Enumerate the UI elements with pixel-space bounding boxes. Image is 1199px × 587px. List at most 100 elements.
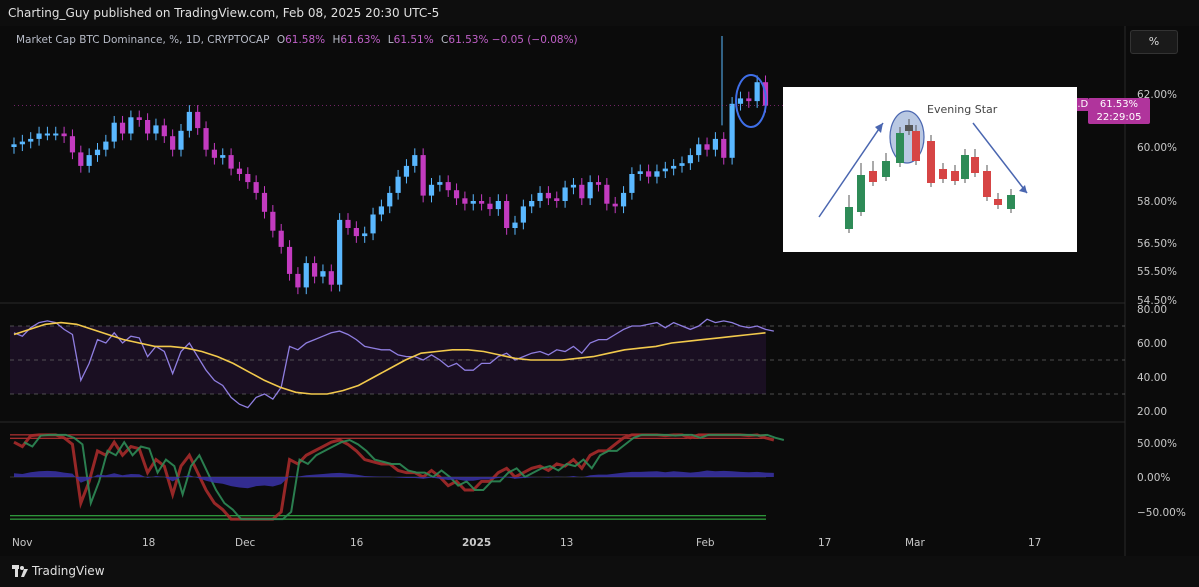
candle-body bbox=[228, 155, 234, 169]
candle-body bbox=[295, 273, 301, 288]
price-tick-label: 55.50% bbox=[1137, 266, 1177, 278]
candle-body bbox=[487, 203, 493, 210]
publish-header: Charting_Guy published on TradingView.co… bbox=[0, 0, 1199, 26]
candle-body bbox=[11, 144, 17, 147]
candle-body bbox=[512, 222, 518, 228]
inset-candle-body bbox=[896, 133, 904, 163]
osc-tick-label: −50.00% bbox=[1137, 507, 1186, 519]
candle-body bbox=[253, 182, 259, 193]
candle-body bbox=[61, 133, 67, 137]
rsi-tick-label: 20.00 bbox=[1137, 406, 1167, 418]
candle-body bbox=[220, 155, 226, 158]
candle-body bbox=[236, 168, 243, 174]
candle-body bbox=[362, 233, 368, 237]
candle-body bbox=[111, 122, 117, 142]
candle-body bbox=[579, 184, 585, 199]
inset-candle-body bbox=[983, 171, 991, 197]
candle-body bbox=[403, 165, 410, 177]
inset-candle-body bbox=[939, 169, 947, 179]
candle-body bbox=[754, 82, 760, 102]
candle-body bbox=[504, 201, 510, 228]
candle-body bbox=[128, 117, 134, 134]
candle-body bbox=[186, 111, 192, 131]
price-badge: BTC.D 61.53% 22:29:05 bbox=[1058, 98, 1150, 124]
chart-canvas[interactable]: 62.00%60.00%58.00%56.50%55.50%54.50%80.0… bbox=[0, 26, 1199, 556]
candle-body bbox=[437, 182, 443, 185]
chart-area[interactable]: 62.00% 60.00% 58.00% 56.50% 55.50% 54.50% 80.0… bbox=[0, 26, 1199, 556]
candle-body bbox=[704, 144, 710, 150]
candle-body bbox=[420, 155, 426, 196]
price-tick-label: 54.50% bbox=[1137, 295, 1177, 307]
candle-body bbox=[687, 155, 693, 164]
inset-candle-body bbox=[882, 161, 890, 177]
price-tick-label: 56.50% bbox=[1137, 238, 1177, 250]
evening-star-diagram bbox=[818, 110, 1028, 233]
candle-body bbox=[345, 219, 351, 228]
candle-body bbox=[587, 182, 593, 199]
legend-low-label: L bbox=[387, 34, 394, 46]
candle-body bbox=[537, 192, 543, 201]
candle-body bbox=[604, 184, 610, 204]
candle-body bbox=[103, 141, 109, 150]
inset-candle-body bbox=[971, 157, 979, 173]
rsi-tick-label: 40.00 bbox=[1137, 372, 1167, 384]
candle-body bbox=[529, 201, 535, 207]
candle-body bbox=[337, 219, 343, 285]
candle-body bbox=[696, 144, 702, 156]
legend-symbol: Market Cap BTC Dominance, %, 1D, CRYPTOC… bbox=[16, 34, 270, 46]
candle-body bbox=[520, 206, 526, 223]
candle-body bbox=[545, 192, 551, 199]
candle-body bbox=[462, 198, 468, 204]
candle-body bbox=[153, 125, 159, 134]
legend-close-label: C bbox=[441, 34, 449, 46]
candle-body bbox=[195, 111, 201, 129]
candle-body bbox=[353, 228, 359, 237]
candle-body bbox=[270, 211, 276, 231]
candle-body bbox=[562, 187, 568, 201]
chart-legend: Market Cap BTC Dominance, %, 1D, CRYPTOC… bbox=[16, 34, 578, 46]
candle-body bbox=[721, 138, 727, 158]
candle-body bbox=[245, 174, 251, 183]
candle-body bbox=[211, 149, 217, 158]
downtrend-arrow-head bbox=[1019, 185, 1027, 193]
candle-body bbox=[679, 163, 685, 166]
candle-body bbox=[495, 201, 501, 210]
inset-candle-body bbox=[927, 141, 935, 183]
uptrend-arrow-head bbox=[875, 123, 883, 133]
candle-body bbox=[261, 192, 268, 212]
time-tick-label: Feb bbox=[696, 537, 715, 549]
legend-low: 61.51% bbox=[393, 34, 434, 46]
candle-body bbox=[387, 192, 393, 207]
candle-body bbox=[729, 103, 735, 158]
candle-body bbox=[737, 98, 744, 104]
candle-body bbox=[94, 149, 101, 156]
inset-candle-body bbox=[1007, 195, 1015, 209]
candle-body bbox=[671, 165, 677, 169]
time-tick-label: 13 bbox=[560, 537, 573, 549]
candle-body bbox=[662, 168, 668, 172]
inset-candle-body bbox=[961, 155, 969, 179]
candle-body bbox=[412, 155, 418, 166]
time-tick-label: 18 bbox=[142, 537, 155, 549]
candle-body bbox=[320, 271, 326, 277]
candle-body bbox=[637, 171, 643, 174]
time-tick-label: 16 bbox=[350, 537, 364, 549]
rsi-tick-label: 60.00 bbox=[1137, 338, 1167, 350]
price-tick-label: 60.00% bbox=[1137, 142, 1177, 154]
percent-scale-button[interactable]: % bbox=[1130, 30, 1178, 54]
candle-body bbox=[203, 128, 209, 150]
candle-body bbox=[570, 184, 577, 188]
footer-brand: TradingView bbox=[32, 564, 105, 578]
time-tick-label: 2025 bbox=[462, 537, 491, 549]
candle-body bbox=[69, 136, 76, 153]
candle-body bbox=[428, 184, 435, 196]
tradingview-logo-icon bbox=[12, 565, 28, 577]
time-tick-label: 17 bbox=[818, 537, 831, 549]
rsi-line bbox=[13, 318, 774, 409]
candle-body bbox=[620, 192, 627, 207]
candle-body bbox=[554, 198, 560, 201]
candle-body bbox=[86, 155, 92, 166]
inset-candle-body bbox=[869, 171, 877, 182]
candle-body bbox=[629, 174, 635, 193]
candle-body bbox=[479, 201, 485, 204]
